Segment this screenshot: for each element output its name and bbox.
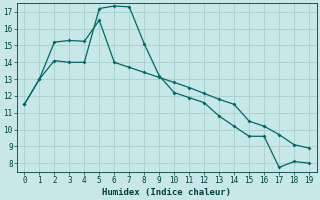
X-axis label: Humidex (Indice chaleur): Humidex (Indice chaleur) [102, 188, 231, 197]
